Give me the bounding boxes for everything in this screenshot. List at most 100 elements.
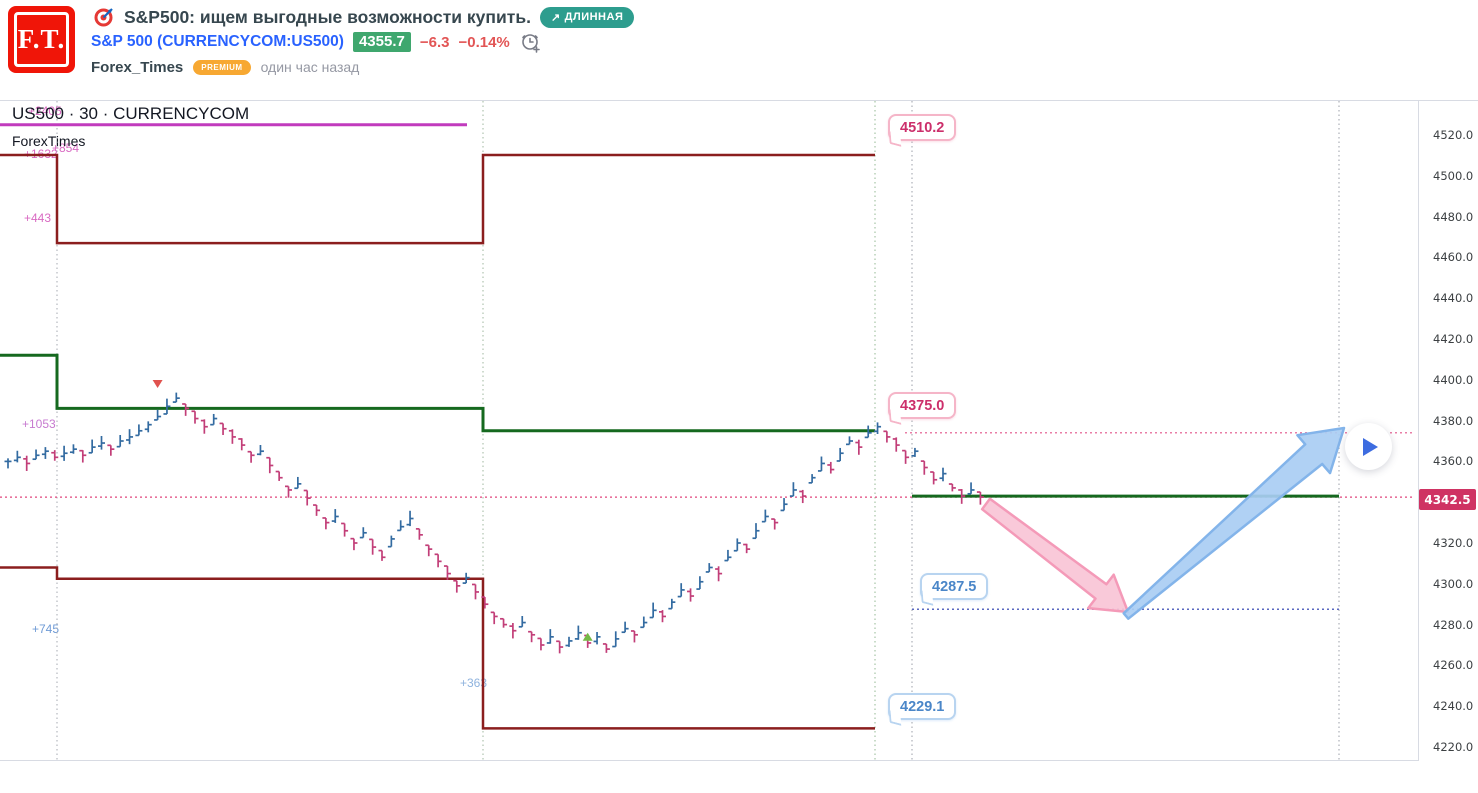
price-bar [228, 429, 236, 444]
price-bar [60, 445, 68, 461]
publish-time: один час назад [260, 59, 360, 75]
price-bar [350, 537, 358, 551]
direction-badge-label: ДЛИННАЯ [564, 11, 624, 23]
price-axis-label: 4500.0 [1433, 169, 1474, 183]
price-bar [621, 621, 629, 634]
price-bar [397, 520, 405, 532]
indicator-value-label: +443 [24, 211, 52, 225]
axis-separator-horizontal [0, 760, 1419, 761]
price-bar [378, 549, 386, 561]
price-axis-label: 4480.0 [1433, 210, 1474, 224]
price-bar [191, 410, 199, 424]
author-name[interactable]: Forex_Times [91, 58, 184, 76]
author-logo-text: F.T. [14, 12, 69, 67]
price-bar [359, 527, 367, 539]
price-bar [724, 549, 732, 562]
direction-badge[interactable]: ↗ ДЛИННАЯ [539, 6, 635, 28]
price-bar [687, 588, 695, 602]
price-bar [593, 632, 601, 645]
premium-badge: PREMIUM [193, 59, 251, 75]
support-step-lower[interactable] [0, 566, 875, 730]
last-price-chip: 4355.7 [352, 32, 411, 52]
price-bar [41, 447, 49, 459]
indicator-value-label: +363 [460, 676, 488, 690]
price-bar [79, 449, 87, 463]
price-bar [481, 596, 489, 609]
price-bar [799, 489, 807, 504]
change-absolute: −6.3 [419, 33, 450, 51]
up-right-arrow-icon: ↗ [550, 11, 561, 24]
bearish-arrow[interactable] [980, 497, 1130, 614]
price-bar [219, 422, 227, 435]
price-bar [443, 565, 451, 580]
price-bar [696, 576, 704, 590]
price-bar [294, 476, 302, 490]
target-icon [94, 8, 113, 27]
price-bar [958, 489, 966, 504]
price-bar [780, 498, 788, 512]
price-bar [612, 631, 620, 648]
add-alert-icon[interactable] [519, 30, 543, 55]
price-axis-label: 4460.0 [1433, 250, 1474, 264]
price-callout-4375.0[interactable]: 4375.0 [888, 392, 957, 419]
price-bar [528, 630, 536, 643]
play-icon [1363, 437, 1378, 456]
price-bar [537, 637, 545, 651]
price-bar [415, 528, 423, 540]
price-bar [462, 572, 470, 584]
price-bar [23, 455, 31, 471]
price-bar [256, 445, 264, 456]
price-bar [556, 640, 564, 654]
price-bar [668, 598, 676, 610]
price-bar [500, 617, 508, 628]
price-bar [135, 424, 143, 437]
price-bar [649, 602, 657, 619]
price-bar [705, 563, 713, 573]
price-bar [509, 622, 517, 639]
price-bar [275, 470, 283, 481]
price-bar [883, 430, 891, 443]
price-bar [369, 538, 377, 555]
sell-marker-icon [152, 379, 163, 388]
chart-pane[interactable]: US500 · 30 · CURRENCYCOM ForexTimes +240… [0, 100, 1478, 793]
price-bar [939, 467, 947, 482]
price-bar [836, 447, 844, 462]
price-bar [238, 438, 246, 451]
buy-marker-icon [582, 632, 593, 641]
price-bar [808, 474, 816, 484]
price-bar [266, 456, 274, 474]
price-callout-4229.1[interactable]: 4229.1 [888, 693, 957, 720]
price-bar [200, 419, 208, 434]
price-axis-label: 4300.0 [1433, 577, 1474, 591]
indicator-value-label: +745 [32, 622, 60, 636]
price-bar [126, 429, 134, 445]
price-bar [948, 483, 956, 492]
price-bar [163, 398, 171, 415]
price-bar [425, 544, 433, 557]
symbol-row: S&P 500 (CURRENCYCOM:US500) 4355.7 −6.3 … [91, 31, 543, 53]
price-bar [752, 523, 760, 540]
price-axis-label: 4280.0 [1433, 618, 1474, 632]
price-axis-label: 4520.0 [1433, 128, 1474, 142]
price-bar [210, 413, 218, 426]
author-logo[interactable]: F.T. [8, 6, 75, 73]
indicator-value-label: +2405 [28, 104, 62, 118]
price-axis-label: 4320.0 [1433, 536, 1474, 550]
price-callout-4510.2[interactable]: 4510.2 [888, 114, 957, 141]
support-step-green[interactable] [0, 353, 875, 433]
symbol-link[interactable]: S&P 500 (CURRENCYCOM:US500) [91, 33, 344, 50]
price-bar [69, 444, 77, 454]
price-bar [88, 439, 96, 454]
price-bar [322, 517, 330, 530]
bullish-arrow[interactable] [1122, 426, 1346, 620]
replay-play-button[interactable] [1345, 423, 1392, 470]
price-bar [172, 392, 180, 403]
price-bar [434, 553, 442, 568]
price-bar [659, 610, 666, 623]
resistance-step-upper[interactable] [0, 153, 875, 245]
price-axis-label: 4380.0 [1433, 414, 1474, 428]
price-bar [13, 450, 21, 463]
price-callout-4287.5[interactable]: 4287.5 [920, 573, 989, 600]
price-bar [472, 583, 479, 600]
price-bar [677, 583, 685, 598]
